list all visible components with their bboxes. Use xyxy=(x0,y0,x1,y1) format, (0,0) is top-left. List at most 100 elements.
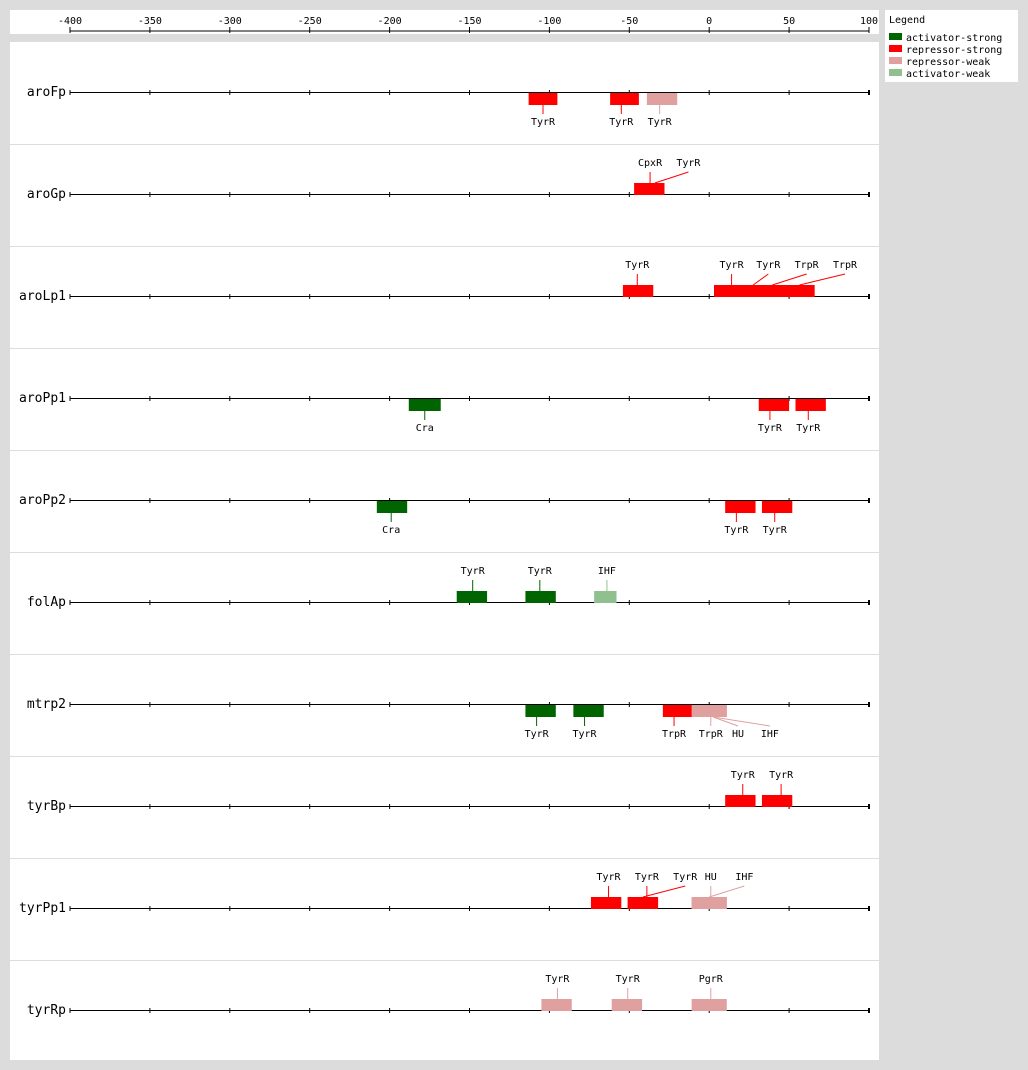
binding-site-box[interactable] xyxy=(573,705,604,717)
binding-site-box[interactable] xyxy=(611,999,643,1011)
binding-site-label: TyrR xyxy=(724,525,749,536)
legend-item-label: activator-strong xyxy=(906,33,1003,44)
promoter-name: tyrPp1 xyxy=(19,901,66,916)
binding-site-label: TyrR xyxy=(596,872,621,883)
binding-site-label: TyrR xyxy=(673,872,698,883)
binding-site-label: HU xyxy=(732,729,744,740)
binding-site-box[interactable] xyxy=(622,285,654,297)
binding-site-box[interactable] xyxy=(761,501,793,513)
binding-site-label: TrpR xyxy=(662,729,687,740)
binding-site-box[interactable] xyxy=(757,285,788,297)
binding-site-label: TyrR xyxy=(796,423,821,434)
promoter-name: tyrBp xyxy=(27,799,66,814)
axis-tick-label: -100 xyxy=(537,16,561,27)
legend: Legend activator-strong repressor-strong… xyxy=(885,10,1018,82)
binding-site-box[interactable] xyxy=(758,399,790,411)
binding-site-box[interactable] xyxy=(761,795,793,807)
binding-site-label: IHF xyxy=(735,872,753,883)
binding-site-box[interactable] xyxy=(662,705,694,717)
axis-tick-label: -50 xyxy=(620,16,638,27)
promoter-row: aroPp2 Cra TyrR TyrR xyxy=(10,450,879,536)
binding-site-label: TyrR xyxy=(609,117,634,128)
binding-site-box[interactable] xyxy=(699,705,727,717)
binding-site-label: TyrR xyxy=(648,117,673,128)
binding-site-label: TyrR xyxy=(531,117,556,128)
site-leader-line xyxy=(772,273,807,286)
binding-site-label: HU xyxy=(705,872,717,883)
site-leader-line xyxy=(709,885,745,898)
binding-site-label: TrpR xyxy=(699,729,724,740)
binding-site-box[interactable] xyxy=(525,591,556,603)
axis-tick-label: 0 xyxy=(706,16,712,27)
binding-site-label: Cra xyxy=(382,525,400,536)
binding-site-box[interactable] xyxy=(691,897,727,909)
promoter-rows: aroFp TyrR TyrR TyrR aroGp CpxR TyrR aroLp1 TyrR… xyxy=(10,85,879,1018)
axis-tick-label: -300 xyxy=(218,16,242,27)
binding-site-box[interactable] xyxy=(713,285,745,297)
binding-site-label: TyrR xyxy=(545,974,570,985)
legend-item-label: activator-weak xyxy=(906,69,991,80)
promoter-row: tyrBp TyrR TyrR xyxy=(10,756,879,814)
binding-site-box[interactable] xyxy=(725,501,756,513)
promoter-name: folAp xyxy=(27,595,66,610)
binding-site-box[interactable] xyxy=(725,795,756,807)
binding-site-box[interactable] xyxy=(610,93,639,105)
site-leader-line xyxy=(713,716,771,727)
promoter-row: aroLp1 TyrR TyrR TyrR TrpR TrpR xyxy=(10,246,879,304)
binding-site-label: TyrR xyxy=(756,260,781,271)
legend-item-label: repressor-weak xyxy=(906,57,991,68)
binding-site-box[interactable] xyxy=(594,591,617,603)
binding-site-box[interactable] xyxy=(795,399,826,411)
legend-item-repressor-weak: repressor-weak xyxy=(889,57,990,69)
promoter-row: aroPp1 Cra TyrR TyrR xyxy=(10,348,879,434)
binding-site-label: TyrR xyxy=(720,260,745,271)
promoter-name: aroFp xyxy=(27,85,66,100)
axis-tick-label: -400 xyxy=(58,16,82,27)
legend-item-activator-weak: activator-weak xyxy=(889,69,990,81)
binding-site-box[interactable] xyxy=(645,183,665,195)
binding-site-label: TyrR xyxy=(676,158,701,169)
binding-site-label: TrpR xyxy=(833,260,858,271)
binding-site-label: TyrR xyxy=(616,974,641,985)
site-leader-line xyxy=(799,273,846,286)
binding-site-box[interactable] xyxy=(456,591,488,603)
promoter-name: aroGp xyxy=(27,187,66,202)
axis-tick-label: -150 xyxy=(457,16,481,27)
axis-tick-label: 50 xyxy=(783,16,795,27)
binding-site-box[interactable] xyxy=(528,93,558,105)
axis-panel xyxy=(10,10,879,34)
binding-site-label: TrpR xyxy=(795,260,820,271)
promoter-name: aroLp1 xyxy=(19,289,66,304)
legend-swatch xyxy=(889,69,902,76)
promoter-row: folAp TyrR TyrR IHF xyxy=(10,552,879,610)
legend-item-repressor-strong: repressor-strong xyxy=(889,45,1002,57)
binding-site-label: TyrR xyxy=(758,423,783,434)
binding-site-label: IHF xyxy=(761,729,779,740)
binding-site-box[interactable] xyxy=(646,93,678,105)
promoter-row: tyrPp1 TyrR TyrR TyrR HU IHF xyxy=(10,858,879,916)
binding-site-label: TyrR xyxy=(461,566,486,577)
binding-site-box[interactable] xyxy=(784,285,815,297)
binding-site-box[interactable] xyxy=(691,999,727,1011)
promoter-row: aroGp CpxR TyrR xyxy=(10,144,879,202)
site-leader-line xyxy=(713,716,739,727)
binding-site-label: TyrR xyxy=(763,525,788,536)
binding-site-box[interactable] xyxy=(376,501,408,513)
legend-title: Legend xyxy=(889,15,926,26)
promoter-name: mtrp2 xyxy=(27,697,66,712)
binding-site-box[interactable] xyxy=(525,705,556,717)
binding-site-label: TyrR xyxy=(635,872,660,883)
promoter-name: aroPp1 xyxy=(19,391,66,406)
axis-tick-label: -350 xyxy=(138,16,162,27)
binding-site-label: PgrR xyxy=(699,974,724,985)
legend-swatch xyxy=(889,57,902,64)
binding-site-label: TyrR xyxy=(573,729,598,740)
coordinate-axis: -400 -350 -300 -250 -200 -150 -100 -50 0 50 100 xyxy=(58,16,878,33)
axis-tick-label: 100 xyxy=(860,16,878,27)
binding-site-box[interactable] xyxy=(627,897,659,909)
binding-site-label: IHF xyxy=(598,566,616,577)
binding-site-box[interactable] xyxy=(590,897,622,909)
binding-site-box[interactable] xyxy=(541,999,572,1011)
binding-site-box[interactable] xyxy=(408,399,441,411)
